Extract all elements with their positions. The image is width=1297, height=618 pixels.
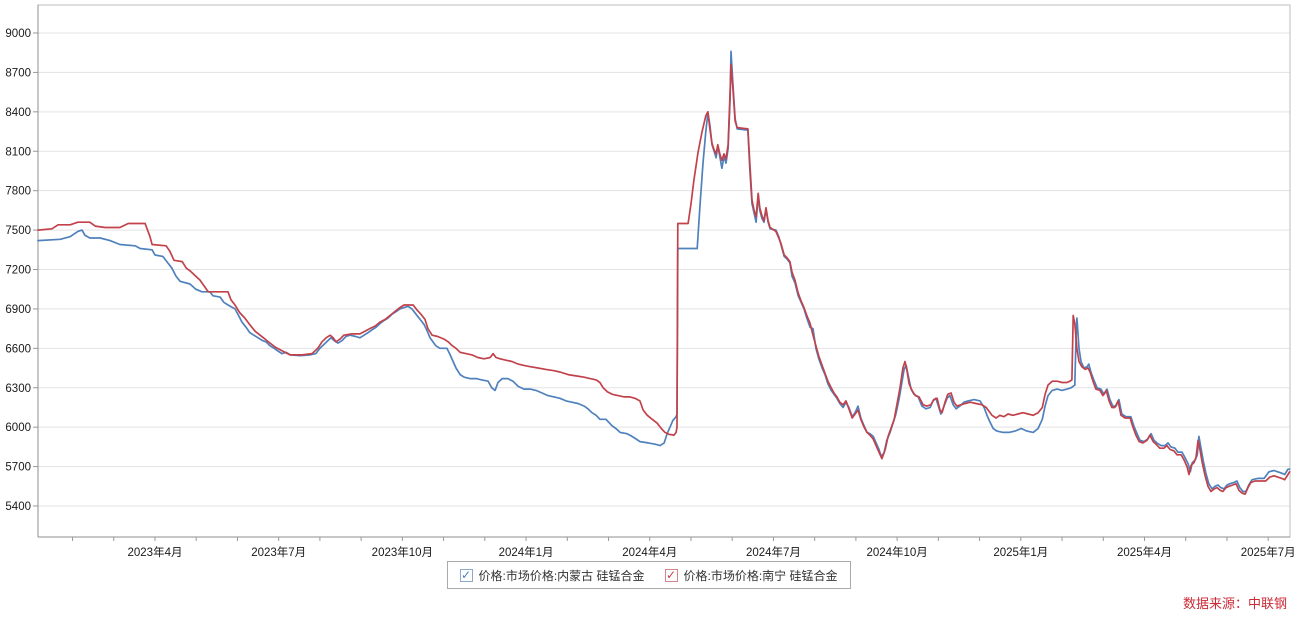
x-tick-label: 2023年4月: [127, 545, 182, 559]
series-nanning-line: [37, 63, 1291, 496]
x-tick-label: 2025年4月: [1117, 545, 1172, 559]
x-tick-label: 2024年10月: [866, 545, 927, 559]
y-tick-label: 8400: [5, 107, 31, 119]
y-tick-label: 6000: [5, 422, 31, 434]
legend-item-nanning[interactable]: ✓ 价格:市场价格:南宁 硅锰合金: [664, 567, 838, 584]
x-tick-label: 2024年1月: [499, 545, 554, 559]
y-tick-label: 8700: [5, 67, 31, 79]
series-neimenggu-line: [37, 50, 1291, 493]
y-tick-label: 6900: [5, 304, 31, 316]
x-tick-label: 2024年7月: [746, 545, 801, 559]
y-tick-label: 8100: [5, 146, 31, 158]
x-tick-label: 2023年10月: [372, 545, 433, 559]
y-tick-label: 6600: [5, 343, 31, 355]
legend-label-nanning: 价格:市场价格:南宁 硅锰合金: [683, 568, 838, 583]
checkbox-checked-icon[interactable]: ✓: [664, 567, 678, 582]
plot-border: [37, 4, 1291, 538]
y-tick-label: 7800: [5, 186, 31, 198]
legend-item-neimenggu[interactable]: ✓ 价格:市场价格:内蒙古 硅锰合金: [459, 567, 645, 584]
y-tick-label: 7200: [5, 265, 31, 277]
legend-label-neimenggu: 价格:市场价格:内蒙古 硅锰合金: [478, 568, 645, 583]
y-tick-label: 6300: [5, 383, 31, 395]
x-tick-label: 2025年1月: [993, 545, 1048, 559]
x-tick-label: 2024年4月: [622, 545, 677, 559]
x-tick-label: 2023年7月: [251, 545, 306, 559]
chart-legend: ✓ 价格:市场价格:内蒙古 硅锰合金 ✓ 价格:市场价格:南宁 硅锰合金: [446, 561, 851, 589]
y-tick-label: 5400: [5, 501, 31, 513]
checkbox-checked-icon[interactable]: ✓: [459, 567, 473, 582]
data-source-label: 数据来源：中联钢: [1182, 596, 1287, 611]
x-tick-label: 2025年7月: [1241, 545, 1296, 559]
y-tick-label: 7500: [5, 225, 31, 237]
y-tick-label: 9000: [5, 28, 31, 40]
y-tick-label: 5700: [5, 462, 31, 474]
